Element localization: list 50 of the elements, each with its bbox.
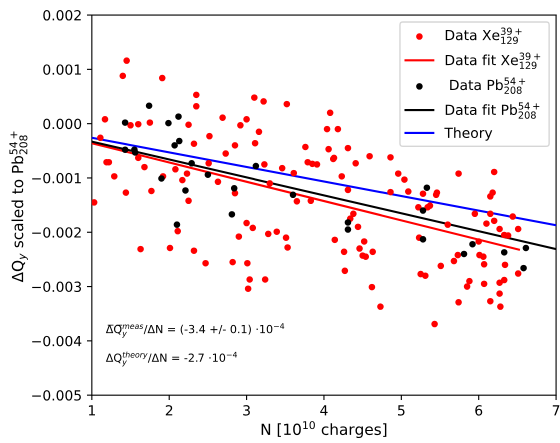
text: Δ̅Q̅$^{meas}$$_{y}$/ΔN = (-3.4 +/- 0.1) ·10$^{−4}$ [106, 323, 284, 338]
legend-label: Data fit Pb$^{54+}$$_{208}$ [446, 102, 540, 119]
point [460, 250, 468, 258]
x-axis-title: N [10$^{10}$ charges] [262, 421, 386, 438]
point [182, 187, 189, 194]
point [469, 240, 476, 248]
point [228, 211, 236, 218]
legend-label: Theory [444, 127, 492, 141]
point [165, 120, 172, 126]
y-tick-label: 0.002 [43, 10, 81, 21]
point [176, 138, 183, 144]
point [500, 249, 508, 256]
y-axis-title: ΔQ$_{y}$ scaled to Pb$^{54+}$$_{208}$ [9, 132, 28, 282]
y-tick-label: −0.002 [32, 227, 81, 238]
y-tick-label: −0.001 [32, 172, 81, 184]
x-tick-label: 1 [88, 405, 95, 416]
point [420, 236, 426, 243]
x-tick-label: 6 [475, 405, 482, 416]
point [520, 264, 527, 272]
point [420, 207, 426, 214]
x-tick-label: 5 [398, 405, 405, 416]
point [122, 119, 128, 126]
y-tick-label: −0.003 [32, 282, 82, 292]
point [146, 102, 152, 109]
y-tick-label: 0.001 [43, 64, 81, 75]
x-tick-label: 2 [166, 405, 172, 416]
point [252, 162, 260, 170]
x-tick-label: 3 [243, 405, 250, 416]
legend-label: Data fit Xe$^{39+}$$_{129}$ [446, 52, 540, 70]
point [424, 184, 430, 191]
legend-label: Data Xe$^{39+}$$_{129}$ [446, 28, 522, 44]
point [122, 146, 128, 153]
legend-label: Data Pb$^{54+}$$_{208}$ [450, 78, 526, 94]
y-tick-label: 0.000 [43, 118, 82, 130]
text: ΔQ$^{theory}$$_{y}$/ΔN = -2.7 ·10$^{−4}$ [106, 352, 238, 366]
point [290, 192, 296, 198]
point [344, 219, 352, 226]
y-tick-label: −0.004 [32, 336, 82, 346]
point [175, 113, 182, 120]
y-tick-label: −0.005 [32, 390, 81, 401]
point [230, 185, 238, 192]
point [188, 160, 195, 167]
point [522, 244, 530, 252]
point [132, 149, 138, 156]
point [174, 221, 180, 228]
point [344, 226, 352, 233]
x-tick-label: 7 [552, 405, 560, 416]
x-tick-label: 4 [320, 405, 328, 416]
point [204, 171, 212, 178]
point [171, 142, 178, 149]
